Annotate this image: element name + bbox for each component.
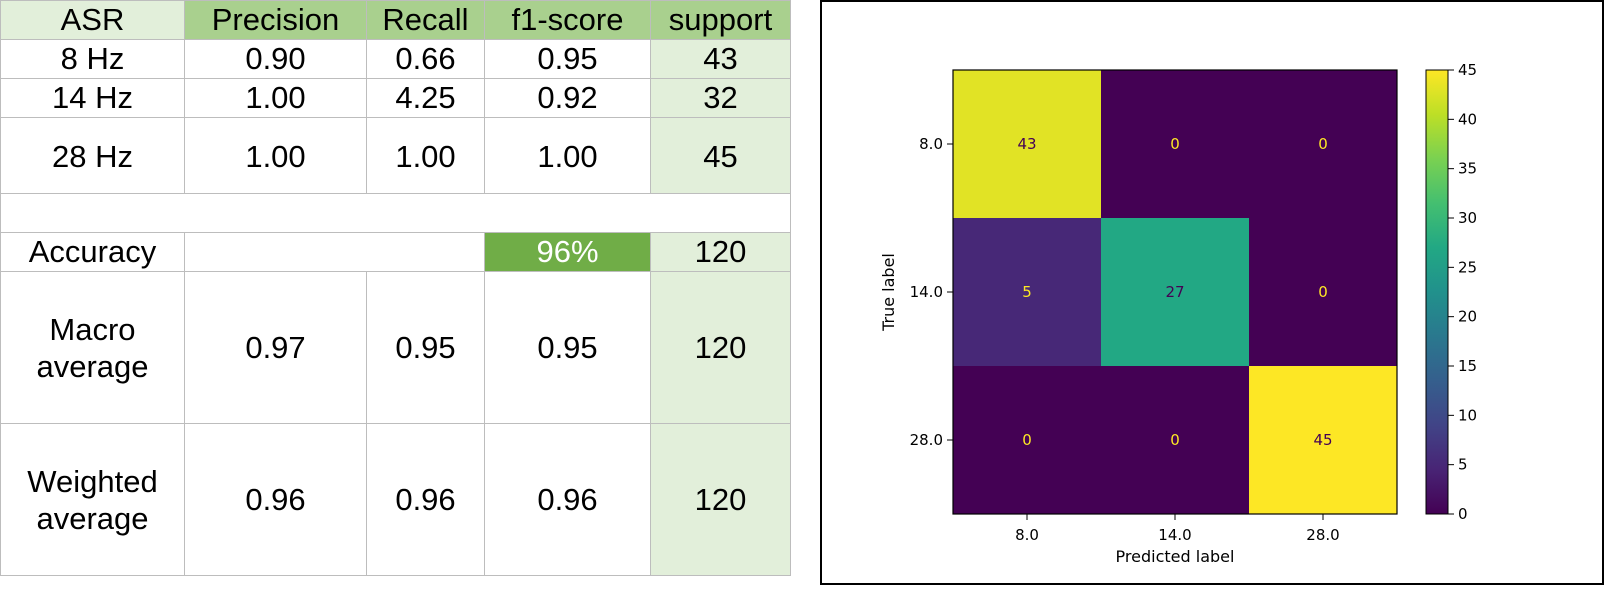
precision-cell: 1.00 bbox=[184, 78, 367, 118]
y-tick-label: 8.0 bbox=[919, 135, 943, 153]
spacer-row bbox=[0, 193, 791, 233]
cell-value-label: 0 bbox=[1170, 431, 1180, 449]
colorbar-tick-label: 25 bbox=[1458, 258, 1477, 276]
support-cell: 43 bbox=[650, 39, 791, 79]
y-axis-label: True label bbox=[879, 253, 898, 332]
recall-cell: 4.25 bbox=[366, 78, 485, 118]
matrix-cell bbox=[953, 70, 1101, 218]
cell-value-label: 43 bbox=[1017, 135, 1036, 153]
matrix-cell bbox=[1101, 366, 1249, 514]
matrix-cell bbox=[1249, 70, 1397, 218]
confusion-matrix-chart: 43 0 0 5 27 0 0 0 45 8.0 14.0 28.0 8.0 14.0 28.0 Pred… bbox=[879, 61, 1477, 566]
macro-precision: 0.97 bbox=[184, 271, 367, 424]
matrix-cell bbox=[1249, 218, 1397, 366]
colorbar-tick-label: 15 bbox=[1458, 357, 1477, 375]
classification-report: ASR Precision Recall f1-score support 8 … bbox=[0, 0, 791, 589]
x-tick-label: 8.0 bbox=[1015, 526, 1039, 544]
plot-frame bbox=[952, 69, 1398, 515]
row-label: 14 Hz bbox=[0, 78, 185, 118]
macro-support: 120 bbox=[650, 271, 791, 424]
f1-cell: 0.95 bbox=[484, 39, 651, 79]
colorbar-tick-label: 35 bbox=[1458, 160, 1477, 178]
weighted-recall: 0.96 bbox=[366, 423, 485, 576]
row-label: 28 Hz bbox=[0, 117, 185, 194]
row-label: 8 Hz bbox=[0, 39, 185, 79]
macro-row: Macro average 0.97 0.95 0.95 120 bbox=[0, 271, 791, 424]
table-row: 28 Hz 1.00 1.00 1.00 45 bbox=[0, 117, 791, 194]
colorbar-tick-label: 5 bbox=[1458, 456, 1468, 474]
header-row: ASR Precision Recall f1-score support bbox=[0, 0, 791, 40]
matrix-cell bbox=[1101, 218, 1249, 366]
precision-cell: 0.90 bbox=[184, 39, 367, 79]
header-recall: Recall bbox=[366, 0, 485, 40]
accuracy-support: 120 bbox=[650, 232, 791, 272]
weighted-label-line1: Weighted bbox=[27, 463, 158, 499]
x-tick-label: 14.0 bbox=[1158, 526, 1191, 544]
matrix-cell bbox=[1249, 366, 1397, 514]
header-f1-score: f1-score bbox=[484, 0, 651, 40]
colorbar-tick-label: 0 bbox=[1458, 505, 1468, 523]
table-row: 14 Hz 1.00 4.25 0.92 32 bbox=[0, 78, 791, 118]
weighted-precision: 0.96 bbox=[184, 423, 367, 576]
weighted-row: Weighted average 0.96 0.96 0.96 120 bbox=[0, 423, 791, 576]
colorbar-tick-label: 20 bbox=[1458, 308, 1477, 326]
header-precision: Precision bbox=[184, 0, 367, 40]
cell-value-label: 0 bbox=[1170, 135, 1180, 153]
f1-cell: 1.00 bbox=[484, 117, 651, 194]
table-row: 8 Hz 0.90 0.66 0.95 43 bbox=[0, 39, 791, 79]
macro-label-line2: average bbox=[36, 348, 149, 384]
weighted-support: 120 bbox=[650, 423, 791, 576]
header-support: support bbox=[650, 0, 791, 40]
accuracy-empty bbox=[184, 232, 485, 272]
report-table: ASR Precision Recall f1-score support 8 … bbox=[0, 0, 791, 576]
colorbar-tick-label: 10 bbox=[1458, 406, 1477, 424]
macro-recall: 0.95 bbox=[366, 271, 485, 424]
colorbar-tick-label: 45 bbox=[1458, 61, 1477, 79]
matrix-cells: 43 0 0 5 27 0 0 0 45 bbox=[953, 70, 1397, 514]
x-axis-label: Predicted label bbox=[1116, 547, 1235, 566]
cell-value-label: 45 bbox=[1313, 431, 1332, 449]
y-tick-label: 14.0 bbox=[910, 283, 943, 301]
f1-cell: 0.92 bbox=[484, 78, 651, 118]
accuracy-value: 96% bbox=[484, 232, 651, 272]
y-tick-label: 28.0 bbox=[910, 431, 943, 449]
cell-value-label: 5 bbox=[1022, 283, 1032, 301]
weighted-label-line2: average bbox=[36, 500, 149, 536]
matrix-cell bbox=[1101, 70, 1249, 218]
colorbar-ticks: 0 5 10 15 20 25 30 35 40 45 bbox=[1448, 61, 1477, 523]
accuracy-row: Accuracy 96% 120 bbox=[0, 232, 791, 272]
support-cell: 32 bbox=[650, 78, 791, 118]
recall-cell: 0.66 bbox=[366, 39, 485, 79]
weighted-f1: 0.96 bbox=[484, 423, 651, 576]
colorbar-tick-label: 30 bbox=[1458, 209, 1477, 227]
colorbar-tick-label: 40 bbox=[1458, 110, 1477, 128]
accuracy-label: Accuracy bbox=[0, 232, 185, 272]
x-tick-label: 28.0 bbox=[1306, 526, 1339, 544]
cell-value-label: 27 bbox=[1165, 283, 1184, 301]
precision-cell: 1.00 bbox=[184, 117, 367, 194]
spacer-cell bbox=[0, 193, 791, 233]
macro-label-line1: Macro bbox=[49, 311, 136, 347]
macro-label: Macro average bbox=[0, 271, 185, 424]
colorbar bbox=[1425, 69, 1449, 515]
cell-value-label: 0 bbox=[1022, 431, 1032, 449]
confusion-matrix-panel: 43 0 0 5 27 0 0 0 45 8.0 14.0 28.0 8.0 14.0 28.0 Pred… bbox=[820, 0, 1604, 585]
matrix-cell bbox=[953, 218, 1101, 366]
header-asr: ASR bbox=[0, 0, 185, 40]
support-cell: 45 bbox=[650, 117, 791, 194]
recall-cell: 1.00 bbox=[366, 117, 485, 194]
weighted-label: Weighted average bbox=[0, 423, 185, 576]
axis-ticks: 8.0 14.0 28.0 8.0 14.0 28.0 bbox=[910, 135, 1340, 544]
cell-value-label: 0 bbox=[1318, 135, 1328, 153]
matrix-cell bbox=[953, 366, 1101, 514]
cell-value-label: 0 bbox=[1318, 283, 1328, 301]
macro-f1: 0.95 bbox=[484, 271, 651, 424]
